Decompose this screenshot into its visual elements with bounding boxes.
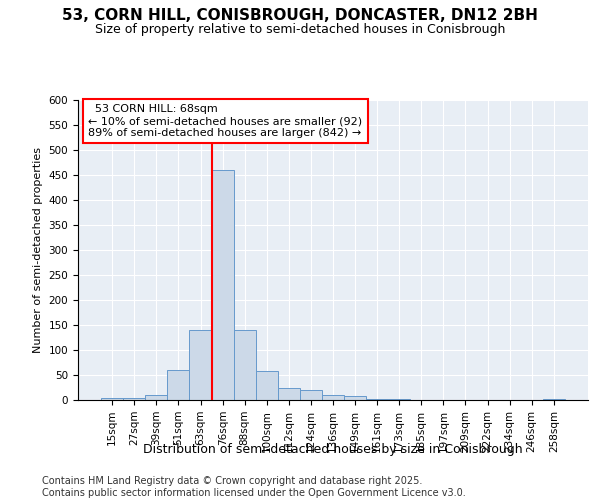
Bar (233, 330, 256, 400)
Bar (212, 170, 233, 400)
Bar (366, 398, 388, 400)
Text: Size of property relative to semi-detached houses in Conisbrough: Size of property relative to semi-detach… (95, 22, 505, 36)
Bar (123, 398, 145, 400)
Bar (190, 330, 212, 400)
Bar (256, 371, 278, 400)
Bar (322, 395, 344, 400)
Text: 53 CORN HILL: 68sqm  
← 10% of semi-detached houses are smaller (92)
89% of semi: 53 CORN HILL: 68sqm ← 10% of semi-detach… (88, 104, 362, 138)
Bar (145, 395, 167, 400)
Bar (300, 390, 322, 400)
Bar (278, 388, 300, 400)
Text: Distribution of semi-detached houses by size in Conisbrough: Distribution of semi-detached houses by … (143, 442, 523, 456)
Bar (543, 399, 565, 400)
Y-axis label: Number of semi-detached properties: Number of semi-detached properties (33, 147, 43, 353)
Bar (101, 398, 123, 400)
Text: Contains HM Land Registry data © Crown copyright and database right 2025.
Contai: Contains HM Land Registry data © Crown c… (42, 476, 466, 498)
Text: 53, CORN HILL, CONISBROUGH, DONCASTER, DN12 2BH: 53, CORN HILL, CONISBROUGH, DONCASTER, D… (62, 8, 538, 22)
Bar (344, 396, 366, 400)
Bar (388, 398, 410, 400)
Bar (167, 370, 190, 400)
